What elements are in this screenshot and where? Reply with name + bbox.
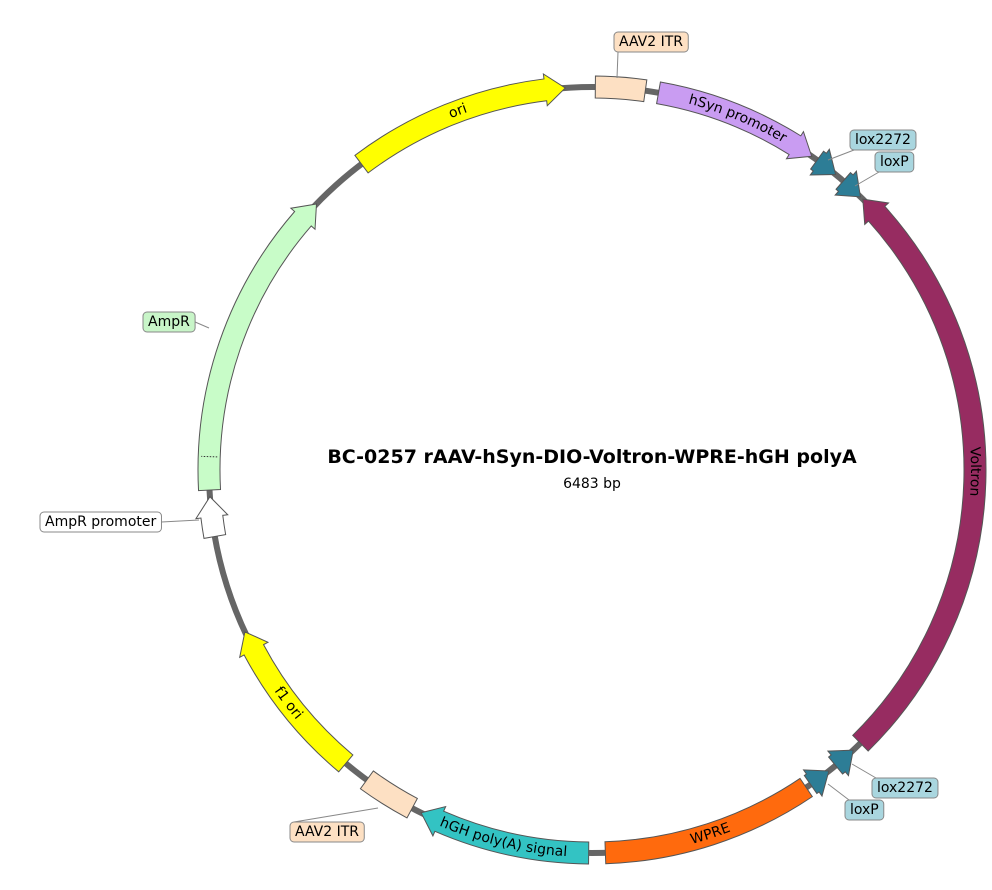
- callout-box: [613, 31, 689, 53]
- callout-line: [854, 171, 880, 187]
- feature-arrow: [656, 81, 813, 160]
- callout-label: AAV2 ITR: [295, 824, 359, 840]
- callout-label: lox2272: [877, 780, 933, 796]
- feature-arrow: [604, 777, 814, 865]
- feature-label-path: Voltron: [966, 447, 983, 497]
- feature-arrow: [809, 148, 837, 176]
- callout-label: AAV2 ITR: [619, 34, 683, 50]
- callout: AAV2 ITR: [613, 31, 689, 79]
- callout-label: AmpR: [148, 314, 190, 330]
- callout-line: [194, 321, 210, 329]
- feature-label: hSyn promoter: [687, 92, 790, 147]
- feature-arrow: [354, 72, 567, 174]
- feature-label-path: hSyn promoter: [687, 92, 790, 147]
- callout: loxP: [854, 151, 915, 187]
- callout-label: loxP: [850, 802, 879, 818]
- callout-box: [871, 777, 939, 799]
- callout: lox2272: [851, 763, 939, 799]
- callout-line: [293, 807, 379, 823]
- feature-arrow: [594, 75, 648, 103]
- feature-label: Voltron: [966, 447, 983, 497]
- map-length: 6483 bp: [563, 476, 621, 492]
- callout: AmpR: [142, 311, 210, 333]
- callout: AmpR promoter: [39, 511, 200, 533]
- map-title: BC-0257 rAAV-hSyn-DIO-Voltron-WPRE-hGH p…: [327, 446, 857, 468]
- callout-label: lox2272: [855, 132, 911, 148]
- callout: loxP: [827, 783, 885, 821]
- feature-mark: [201, 455, 218, 458]
- callout-line: [827, 783, 850, 801]
- callout-line: [161, 519, 200, 523]
- feature-arrow: [852, 198, 987, 752]
- feature-arrow: [197, 203, 318, 492]
- feature-arrow: [802, 769, 830, 798]
- callout-label: loxP: [880, 154, 909, 170]
- feature-arrow: [359, 770, 419, 819]
- callout-label: AmpR promoter: [45, 514, 156, 530]
- callout-box: [289, 821, 365, 843]
- callout-line: [851, 763, 877, 779]
- callout-line: [616, 51, 619, 79]
- feature-arrow: [420, 805, 590, 865]
- callout: AAV2 ITR: [289, 807, 379, 843]
- feature-label: ori: [446, 101, 469, 122]
- callout: lox2272: [827, 129, 917, 161]
- feature-arrow: [194, 495, 229, 539]
- feature-arrow: [826, 749, 854, 777]
- feature-arrow: [834, 170, 862, 198]
- callout-box: [849, 129, 917, 151]
- feature-arrow: [238, 631, 354, 773]
- callout-box: [874, 151, 915, 173]
- feature-label-path: ori: [446, 101, 469, 122]
- callout-box: [844, 799, 885, 821]
- callout-line: [827, 149, 855, 161]
